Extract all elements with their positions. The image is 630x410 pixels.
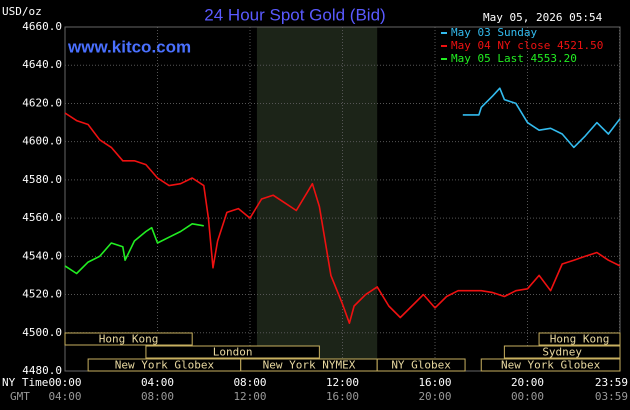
session-bar (145, 345, 320, 359)
x-tick-label: 23:59 (595, 376, 628, 389)
timestamp: May 05, 2026 05:54 (483, 11, 603, 24)
y-tick-label: 4480.0 (22, 364, 62, 377)
legend-label: May 04 NY close 4521.50 (451, 39, 603, 52)
chart-title: 24 Hour Spot Gold (Bid) (204, 5, 385, 24)
session-label: NY Globex (391, 359, 451, 372)
session-bar (376, 358, 466, 372)
gmt-tick-label: 00:00 (511, 390, 544, 403)
x-tick-label: 16:00 (418, 376, 451, 389)
x-tick-label: 08:00 (233, 376, 266, 389)
x-tick-label: 04:00 (141, 376, 174, 389)
series-line (64, 112, 621, 324)
y-tick-label: 4640.0 (22, 58, 62, 71)
gmt-tick-label: 16:00 (326, 390, 359, 403)
session-label: Hong Kong (550, 333, 610, 346)
session-bar (503, 345, 621, 359)
session-bar (64, 332, 193, 346)
y-tick-label: 4660.0 (22, 20, 62, 33)
gmt-tick-label: 03:59 (595, 390, 628, 403)
y-tick-label: 4500.0 (22, 326, 62, 339)
session-bar (538, 332, 621, 346)
gmt-tick-label: 20:00 (418, 390, 451, 403)
legend-label: May 03 Sunday (451, 26, 537, 39)
x-tick-label: 00:00 (48, 376, 81, 389)
series-line (462, 87, 621, 149)
y-tick-label: 4600.0 (22, 135, 62, 148)
y-unit: USD/oz (2, 5, 42, 18)
session-label: London (213, 346, 253, 359)
source: www.kitco.com (67, 37, 191, 56)
y-tick-label: 4580.0 (22, 173, 62, 186)
session-label: New York NYMEX (263, 359, 356, 372)
session-label: New York Globex (115, 359, 215, 372)
x-tick-label: 12:00 (326, 376, 359, 389)
gmt-tick-label: 04:00 (48, 390, 81, 403)
x-tick-label: 20:00 (511, 376, 544, 389)
y-tick-label: 4620.0 (22, 96, 62, 109)
legend-label: May 05 Last 4553.20 (451, 52, 577, 65)
session-bar (480, 358, 621, 372)
gmt-tick-label: 08:00 (141, 390, 174, 403)
y-tick-label: 4540.0 (22, 249, 62, 262)
gmt-tick-label: 12:00 (233, 390, 266, 403)
x-axis-label: GMT (10, 390, 30, 403)
series-line (64, 223, 204, 275)
session-label: Sydney (542, 346, 582, 359)
y-tick-label: 4560.0 (22, 211, 62, 224)
x-axis-label: NY Time (2, 376, 48, 389)
y-tick-label: 4520.0 (22, 288, 62, 301)
session-label: Hong Kong (99, 333, 159, 346)
session-label: New York Globex (501, 359, 601, 372)
